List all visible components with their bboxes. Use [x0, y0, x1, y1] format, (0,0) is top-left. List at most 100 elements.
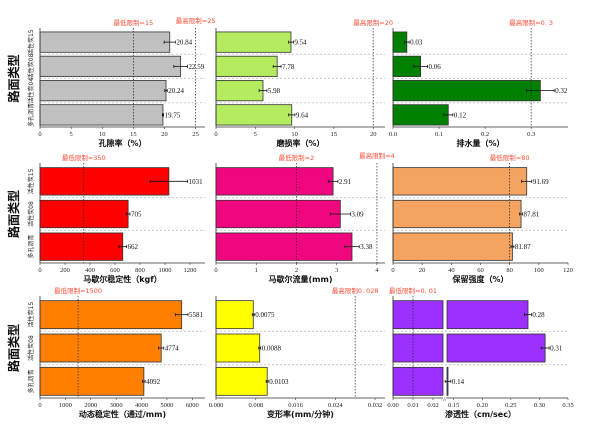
bar [392, 199, 522, 229]
value-label: 9.64 [296, 111, 309, 119]
x-tick-label: 0.016 [288, 402, 303, 409]
value-label: 0.28 [532, 311, 545, 319]
bar [39, 167, 170, 196]
value-label: 4774 [165, 345, 180, 353]
x-tick-label: 20 [419, 267, 426, 274]
x-tick-label: 6000 [186, 402, 199, 409]
x-tick-label: 0 [214, 131, 217, 138]
x-tick-label: 15 [331, 131, 338, 138]
value-label: 22.59 [189, 63, 205, 71]
category-label: 活性炭08 [27, 53, 35, 79]
value-label: 5581 [189, 311, 204, 319]
x-tick-label: 0.032 [368, 402, 383, 409]
x-tick-label: 400 [85, 267, 95, 274]
x-tick-label: 0.25 [505, 402, 516, 409]
bar [215, 80, 264, 102]
category-label: 多孔沥青 [27, 103, 35, 127]
limit-label: 最低限制=80 [490, 153, 530, 162]
bar [215, 31, 292, 53]
x-tick-label: 0.1 [435, 131, 443, 138]
panel-1: 9.54 7.78 5.98 9.64 0 5 10 15 20 磨损率（%） 最高限制=20 [214, 18, 393, 148]
bar [39, 80, 167, 102]
x-tick-label: 2 [295, 267, 298, 274]
x-tick-label: 0.35 [562, 402, 573, 409]
bar [215, 333, 261, 363]
value-label: 2.91 [339, 178, 352, 186]
x-tick-label: 0 [38, 131, 41, 138]
x-tick-label: 0.20 [477, 402, 488, 409]
x-tick-label: 20 [370, 131, 377, 138]
x-tick-label: 60 [477, 267, 484, 274]
x-tick-label: 25 [192, 131, 199, 138]
x-tick-label: 80 [506, 267, 513, 274]
value-label: 0.14 [452, 378, 465, 386]
limit-label: 最高限制=20 [353, 18, 393, 27]
x-axis-title: 马歇尔流量(mm) [269, 274, 333, 284]
bar [215, 167, 334, 196]
x-tick-label: 5000 [160, 402, 173, 409]
x-tick-label: 0.0 [389, 131, 397, 138]
panel-3: 1031 活性炭15 705 活性炭08 662 多孔沥青 0 200 400 600 800 100… [27, 153, 205, 284]
x-tick-label: 40 [448, 267, 455, 274]
value-label: 3.38 [360, 243, 373, 251]
value-label: 20.24 [168, 87, 184, 95]
x-tick-label: 1200 [184, 267, 197, 274]
x-axis-title: 孔隙率（%） [98, 138, 146, 148]
value-label: 91.69 [533, 178, 549, 186]
value-label: 4092 [146, 378, 161, 386]
x-tick-label: 0 [391, 267, 394, 274]
x-axis-title: 变形率(mm/分钟) [267, 409, 334, 419]
x-axis-title: 保留强度（%） [451, 274, 508, 284]
x-tick-label: 0.2 [481, 131, 489, 138]
value-label: 1031 [189, 178, 204, 186]
bar [215, 366, 268, 396]
bar [39, 55, 182, 77]
x-tick-label: 4 [375, 267, 379, 274]
value-label: 19.75 [165, 111, 181, 119]
x-tick-label: 0.15 [448, 402, 459, 409]
value-label: 0.03 [410, 39, 423, 47]
value-label: 7.78 [282, 63, 295, 71]
value-label: 0.12 [454, 111, 467, 119]
x-tick-label: 15 [130, 131, 137, 138]
bar [39, 232, 124, 261]
x-tick-label: 0.000 [209, 402, 224, 409]
bar [39, 333, 162, 363]
panel-5: 91.69 87.81 81.87 0 20 40 60 80 100 120 保留强度（%） 最低限… [391, 153, 573, 284]
value-label: 0.06 [429, 63, 442, 71]
bar [392, 333, 444, 363]
x-tick-label: 5 [70, 131, 73, 138]
x-tick-label: 0 [214, 267, 217, 274]
limit-label: 最低限制=350 [62, 153, 106, 162]
x-tick-label: 0.00 [387, 402, 398, 409]
x-tick-label: 3000 [110, 402, 123, 409]
panel-4: 2.91 3.09 3.38 0 1 2 3 4 马歇尔流量(mm) 最低限制=2 最高限制=4 [214, 151, 394, 284]
category-label: 活性炭15 [27, 168, 35, 194]
bar [215, 232, 353, 261]
x-tick-label: 120 [563, 267, 573, 274]
category-label: 活性炭15 [27, 29, 35, 55]
bar [215, 104, 293, 126]
value-label: 0.31 [550, 345, 563, 353]
x-tick-label: 1000 [59, 402, 72, 409]
limit-label: 最低限制=2 [279, 153, 315, 162]
bar [39, 300, 183, 330]
category-label: 活性炭08 [27, 201, 35, 227]
x-axis-title: 马歇尔稳定性（kgf） [83, 274, 162, 284]
bar [392, 232, 513, 261]
x-tick-label: 200 [60, 267, 70, 274]
limit-label: 最高限制=0. 3 [509, 18, 553, 27]
value-label: 0.0088 [262, 345, 282, 353]
value-label: 662 [128, 243, 139, 251]
y-axis-label: 路面类型 [6, 190, 21, 238]
x-tick-label: 100 [534, 267, 544, 274]
x-tick-label: 800 [135, 267, 145, 274]
limit-label: 最低限制=1500 [54, 286, 102, 295]
x-tick-label: 5 [254, 131, 257, 138]
category-label: 多孔沥青 [27, 235, 35, 259]
category-label: 多孔沥青 [27, 369, 35, 393]
x-tick-label: 0.008 [248, 402, 263, 409]
x-tick-label: 2000 [84, 402, 97, 409]
bar [39, 366, 145, 396]
